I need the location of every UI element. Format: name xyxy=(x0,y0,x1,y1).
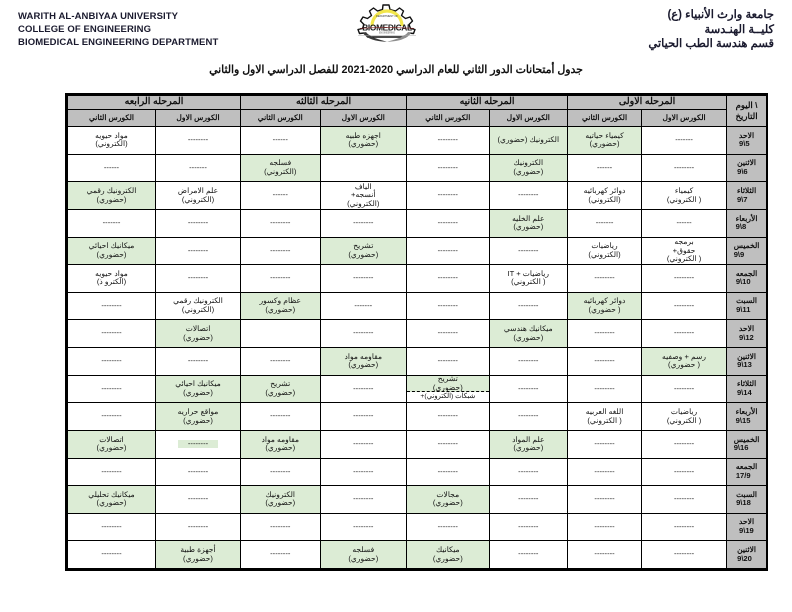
svg-text:ENGINEERING: ENGINEERING xyxy=(379,33,395,35)
svg-text:DEPARTMENT OF: DEPARTMENT OF xyxy=(376,14,398,18)
